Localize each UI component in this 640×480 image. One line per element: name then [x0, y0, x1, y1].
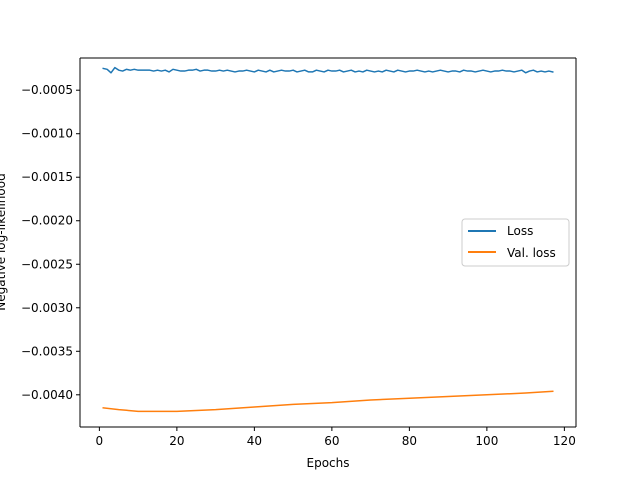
- x-tick-label: 120: [553, 434, 576, 448]
- y-tick-label: −0.0040: [21, 388, 73, 402]
- x-tick-label: 20: [169, 434, 184, 448]
- x-tick-label: 80: [402, 434, 417, 448]
- x-axis-title: Epochs: [307, 456, 350, 470]
- x-tick-label: 0: [96, 434, 104, 448]
- series-layer: [102, 66, 554, 413]
- y-tick-label: −0.0005: [21, 83, 73, 97]
- legend-label-loss: Loss: [507, 224, 533, 238]
- x-axis-ticks: 0 20 40 60 80 100 120: [96, 427, 576, 448]
- y-tick-label: −0.0015: [21, 170, 73, 184]
- series-line-val-loss: [102, 390, 554, 413]
- y-tick-label: −0.0010: [21, 127, 73, 141]
- x-tick-label: 100: [475, 434, 498, 448]
- y-axis-title: Negative log-likelihood: [0, 173, 8, 310]
- series-line-loss: [102, 66, 554, 74]
- axes-frame: [79, 57, 577, 428]
- legend: Loss Val. loss: [461, 218, 570, 267]
- y-tick-label: −0.0035: [21, 344, 73, 358]
- x-tick-label: 60: [324, 434, 339, 448]
- y-tick-label: −0.0030: [21, 301, 73, 315]
- y-tick-label: −0.0020: [21, 214, 73, 228]
- y-axis-ticks: −0.0005 −0.0010 −0.0015 −0.0020 −0.0025 −0.00…: [21, 83, 80, 402]
- x-tick-label: 40: [247, 434, 262, 448]
- y-tick-label: −0.0025: [21, 257, 73, 271]
- legend-label-val-loss: Val. loss: [507, 246, 556, 260]
